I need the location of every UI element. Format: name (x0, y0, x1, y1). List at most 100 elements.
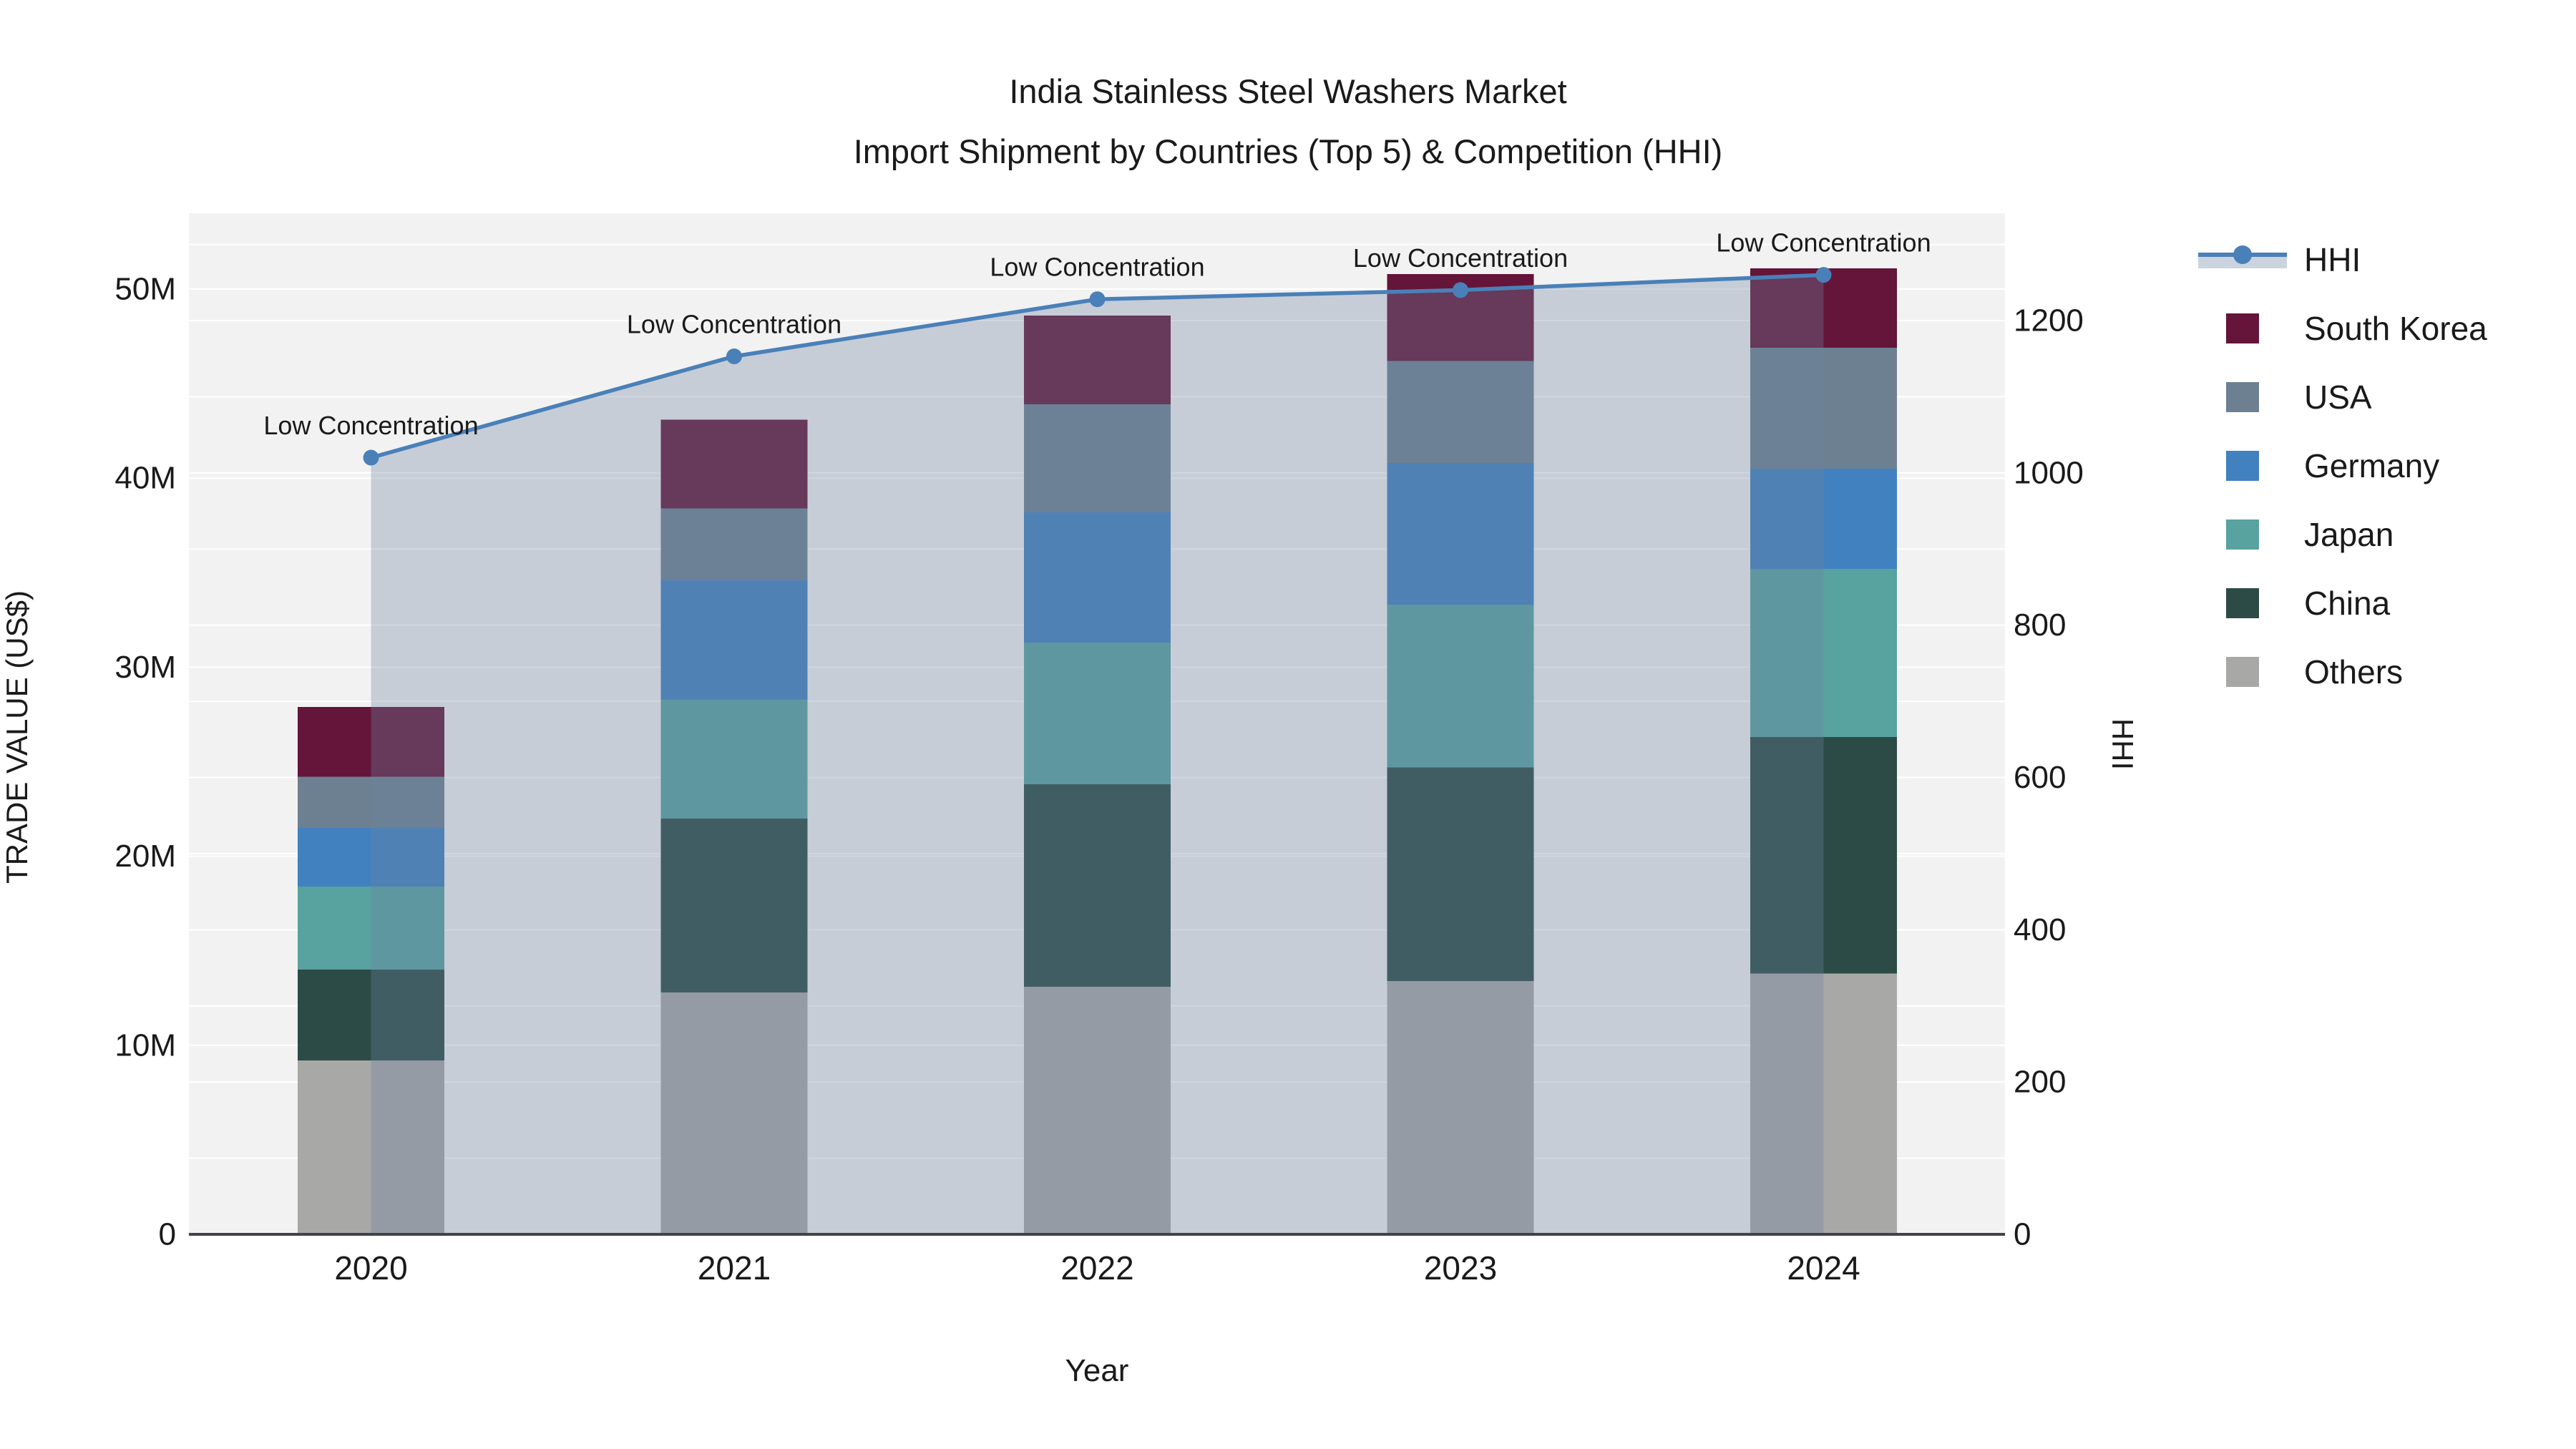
y2-tick-600: 600 (2014, 760, 2066, 795)
y2-tick-400: 400 (2014, 912, 2066, 947)
legend-label-others: Others (2304, 653, 2404, 691)
y-tick-30M: 30M (114, 650, 176, 685)
annotation-2020: Low Concentration (263, 411, 478, 440)
bar-segment-germany-2022[interactable] (1024, 512, 1171, 643)
bar-segment-china-2024[interactable] (1750, 737, 1897, 974)
bar-segment-japan-2022[interactable] (1024, 643, 1171, 785)
legend-item-usa[interactable]: USA (2198, 379, 2487, 416)
y2-tick-1000: 1000 (2014, 455, 2084, 490)
x-axis-tick-labels: 2020 2021 2022 2023 2024 (334, 1249, 1860, 1287)
legend-label-germany: Germany (2304, 447, 2440, 484)
bar-segment-china-2023[interactable] (1387, 767, 1534, 981)
germany-swatch-icon (2198, 449, 2287, 482)
legend-item-germany[interactable]: Germany (2198, 447, 2487, 484)
y-axis-tick-labels: 0 10M 20M 30M 40M 50M (114, 272, 176, 1252)
bar-segment-germany-2020[interactable] (298, 827, 444, 887)
bar-segment-others-2020[interactable] (298, 1060, 444, 1234)
chart-title: India Stainless Steel Washers Market Imp… (0, 62, 2576, 182)
south-korea-swatch-icon (2226, 313, 2259, 343)
y-tick-40M: 40M (114, 461, 176, 496)
bar-segment-south-korea-2022[interactable] (1024, 315, 1171, 405)
legend-label-japan: Japan (2304, 516, 2394, 553)
china-swatch-icon (2198, 587, 2287, 620)
x-tick-2021: 2021 (698, 1249, 771, 1287)
annotation-2023: Low Concentration (1353, 243, 1568, 273)
usa-swatch-icon (2198, 381, 2287, 414)
usa-swatch-icon (2226, 382, 2259, 412)
bar-segment-germany-2024[interactable] (1750, 468, 1897, 570)
china-swatch-icon (2226, 588, 2259, 618)
bar-segment-japan-2023[interactable] (1387, 605, 1534, 768)
y2-tick-0: 0 (2014, 1217, 2031, 1252)
south-korea-swatch-icon (2198, 312, 2287, 345)
bar-segment-usa-2021[interactable] (660, 508, 808, 580)
bar-segment-japan-2021[interactable] (660, 699, 808, 819)
hhi-marker-2022[interactable] (1089, 291, 1106, 308)
x-axis-title: Year (1065, 1353, 1129, 1388)
bar-segment-china-2021[interactable] (660, 818, 808, 992)
annotation-2024: Low Concentration (1716, 228, 1931, 258)
hhi-area-fill (371, 275, 1824, 1234)
annotations: Low Concentration Low Concentration Low Co… (263, 228, 1931, 440)
legend: HHI South Korea USA Germany Japan China Others (2198, 241, 2487, 691)
hhi-marker-2020[interactable] (363, 449, 379, 466)
bar-segment-south-korea-2021[interactable] (660, 419, 808, 509)
legend-label-south-korea: South Korea (2304, 310, 2487, 347)
x-tick-2023: 2023 (1424, 1249, 1497, 1287)
legend-item-japan[interactable]: Japan (2198, 516, 2487, 553)
annotation-2021: Low Concentration (627, 310, 841, 339)
bar-segment-usa-2024[interactable] (1750, 347, 1897, 469)
y2-axis-tick-labels: 0 200 400 600 800 1000 1200 (2014, 303, 2084, 1252)
legend-item-hhi[interactable]: HHI (2198, 241, 2487, 278)
hhi-marker-2021[interactable] (726, 348, 742, 365)
germany-swatch-icon (2226, 451, 2259, 481)
legend-label-china: China (2304, 585, 2391, 622)
hhi-marker-2024[interactable] (1815, 267, 1832, 283)
y2-tick-800: 800 (2014, 608, 2066, 643)
hhi-markers (363, 267, 1832, 466)
y-axis-title: TRADE VALUE (US$) (0, 590, 34, 884)
bar-segment-usa-2022[interactable] (1024, 404, 1171, 512)
others-swatch-icon (2198, 655, 2287, 688)
bar-segment-others-2023[interactable] (1387, 980, 1534, 1234)
bar-segment-others-2021[interactable] (660, 992, 808, 1234)
legend-item-south-korea[interactable]: South Korea (2198, 310, 2487, 347)
y2-axis-title: HHI (2106, 718, 2140, 770)
bar-segment-south-korea-2020[interactable] (298, 706, 444, 777)
x-tick-2024: 2024 (1787, 1249, 1860, 1287)
annotation-2022: Low Concentration (990, 253, 1204, 282)
y-tick-0: 0 (159, 1217, 176, 1252)
legend-label-hhi: HHI (2304, 241, 2361, 278)
y-tick-10M: 10M (114, 1028, 176, 1063)
legend-item-china[interactable]: China (2198, 585, 2487, 622)
legend-item-others[interactable]: Others (2198, 653, 2487, 691)
x-tick-2022: 2022 (1060, 1249, 1133, 1287)
japan-swatch-icon (2198, 518, 2287, 551)
y2-tick-200: 200 (2014, 1065, 2066, 1100)
chart-title-line2: Import Shipment by Countries (Top 5) & C… (853, 132, 1723, 170)
bar-segment-others-2024[interactable] (1750, 973, 1897, 1234)
x-tick-2020: 2020 (334, 1249, 407, 1287)
bar-segment-germany-2023[interactable] (1387, 463, 1534, 605)
japan-swatch-icon (2226, 519, 2259, 550)
bar-segment-usa-2023[interactable] (1387, 361, 1534, 464)
bar-segment-others-2022[interactable] (1024, 986, 1171, 1234)
bar-segment-germany-2021[interactable] (660, 580, 808, 700)
y-tick-20M: 20M (114, 839, 176, 874)
y2-tick-1200: 1200 (2014, 303, 2084, 338)
bar-segment-china-2020[interactable] (298, 970, 444, 1060)
chart-title-line1: India Stainless Steel Washers Market (1009, 72, 1567, 110)
bar-segment-usa-2020[interactable] (298, 776, 444, 828)
y-tick-50M: 50M (114, 272, 176, 307)
stacked-bars (298, 268, 1897, 1234)
hhi-line-swatch-icon (2198, 245, 2287, 268)
hhi-line-swatch-icon (2198, 243, 2287, 276)
bar-segment-china-2022[interactable] (1024, 784, 1171, 987)
hhi-marker-2023[interactable] (1453, 282, 1468, 298)
others-swatch-icon (2226, 657, 2259, 687)
bar-segment-japan-2024[interactable] (1750, 569, 1897, 738)
legend-label-usa: USA (2304, 379, 2372, 416)
bar-segment-japan-2020[interactable] (298, 886, 444, 970)
